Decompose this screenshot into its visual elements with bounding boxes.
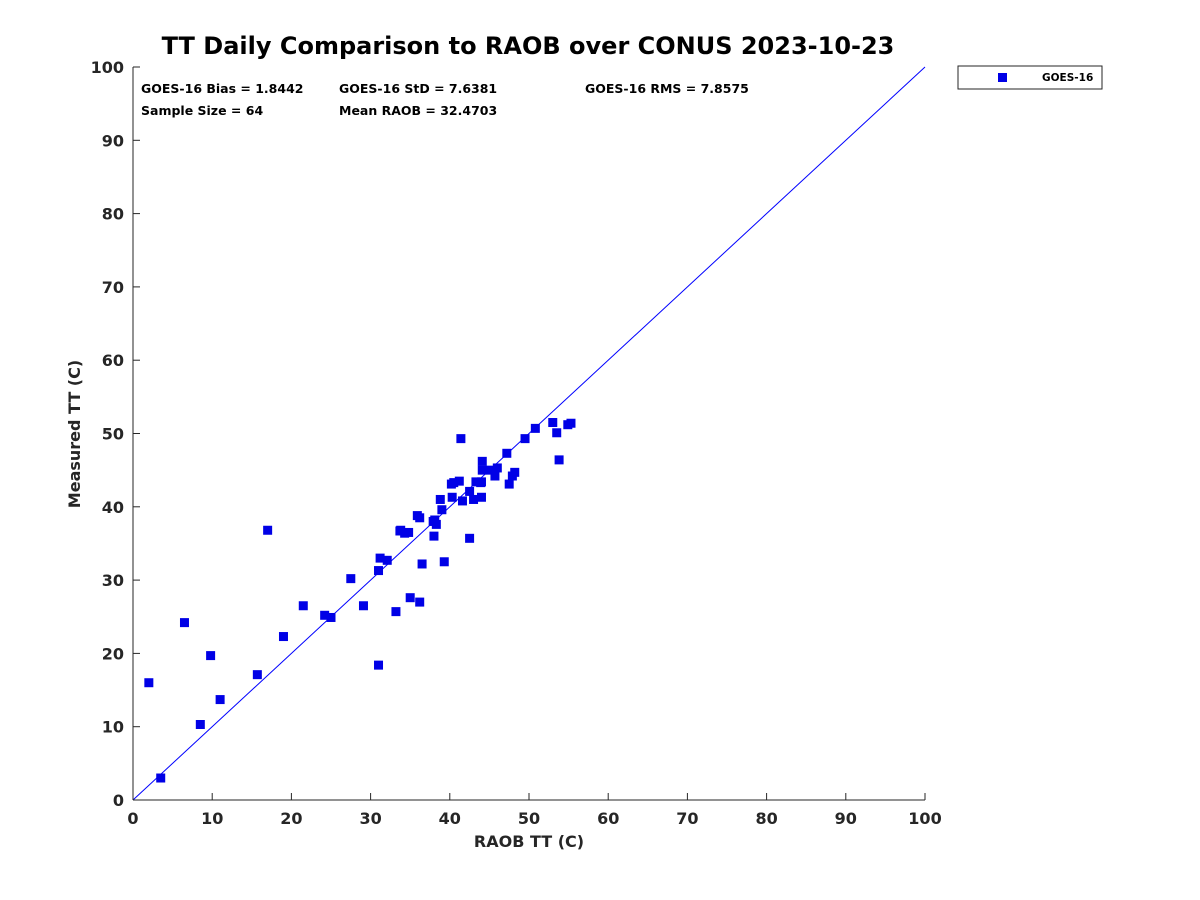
x-tick-label: 50 [518,809,540,828]
data-point [156,773,166,783]
data-point [382,555,392,565]
data-point [346,574,356,584]
x-tick-label: 10 [201,809,223,828]
data-point [476,492,486,502]
reference-line-layer [132,66,926,801]
data-point [469,494,479,504]
data-point [530,423,540,433]
data-point [446,479,456,489]
y-tick-label: 0 [113,791,124,810]
legend-label-goes-16: GOES-16 [1042,72,1093,84]
data-point [320,610,330,620]
y-axis-label: Measured TT (C) [65,360,84,508]
data-point [477,465,487,475]
data-point [435,494,445,504]
data-point [486,465,496,475]
data-point [415,513,425,523]
stat-std: GOES-16 StD = 7.6381 [339,81,497,96]
y-tick-label: 60 [102,351,124,370]
data-point [396,525,406,535]
x-tick-label: 20 [280,809,302,828]
data-point [358,601,368,611]
data-point [471,477,481,487]
data-point [447,492,457,502]
data-point [374,660,384,670]
x-tick-label: 30 [359,809,381,828]
data-point [502,448,512,458]
y-tick-label: 80 [102,205,124,224]
data-point [510,467,520,477]
y-tick-label: 10 [102,718,124,737]
x-ticks: 0 10 20 30 40 50 60 70 80 90 100 [127,793,942,828]
y-tick-label: 30 [102,571,124,590]
one-to-one-line [132,66,926,801]
data-point [374,566,384,576]
y-tick-label: 40 [102,498,124,517]
data-point [465,533,475,543]
data-point [195,720,205,730]
data-point [504,479,514,489]
data-point [417,559,427,569]
data-point [179,618,189,628]
y-tick-label: 20 [102,644,124,663]
stat-rms: GOES-16 RMS = 7.8575 [585,81,749,96]
x-tick-label: 70 [676,809,698,828]
data-point [465,486,475,496]
stat-bias: GOES-16 Bias = 1.8442 [141,81,303,96]
stat-sample-size: Sample Size = 64 [141,103,263,118]
data-point [492,463,502,473]
x-axis-label: RAOB TT (C) [474,832,584,851]
x-tick-label: 60 [597,809,619,828]
data-point [278,632,288,642]
data-point [206,651,216,661]
data-point [252,670,262,680]
data-point [439,557,449,567]
y-tick-label: 50 [102,425,124,444]
data-point [476,477,486,487]
legend-box [957,65,1103,90]
data-point [554,455,564,465]
stat-mean-raob: Mean RAOB = 32.4703 [339,103,497,118]
data-point [428,516,438,526]
data-points [144,418,576,783]
legend-marker-goes-16 [998,73,1007,82]
data-point [437,505,447,515]
x-tick-label: 100 [908,809,941,828]
data-point [298,601,308,611]
data-point [144,678,154,688]
data-point [375,553,385,563]
y-tick-label: 100 [91,58,124,77]
data-point [520,434,530,444]
data-point [477,456,487,466]
data-point [405,593,415,603]
x-tick-label: 90 [835,809,857,828]
x-tick-label: 40 [439,809,461,828]
data-point [456,434,466,444]
y-tick-label: 70 [102,278,124,297]
data-point [457,496,467,506]
y-tick-label: 90 [102,131,124,150]
x-tick-label: 80 [755,809,777,828]
legend: GOES-16 [957,65,1103,90]
data-point [490,471,500,481]
data-point [548,418,558,428]
data-point [429,531,439,541]
data-point [263,525,273,535]
data-point [454,476,464,486]
data-point [215,695,225,705]
data-point [326,612,336,622]
x-tick-label: 0 [127,809,138,828]
chart-title: TT Daily Comparison to RAOB over CONUS 2… [162,32,895,60]
data-point [391,607,401,617]
data-point [552,428,562,438]
y-ticks: 0 10 20 30 40 50 60 70 80 90 100 [91,58,140,810]
data-point [404,527,414,537]
data-point [415,597,425,607]
data-point [566,418,576,428]
